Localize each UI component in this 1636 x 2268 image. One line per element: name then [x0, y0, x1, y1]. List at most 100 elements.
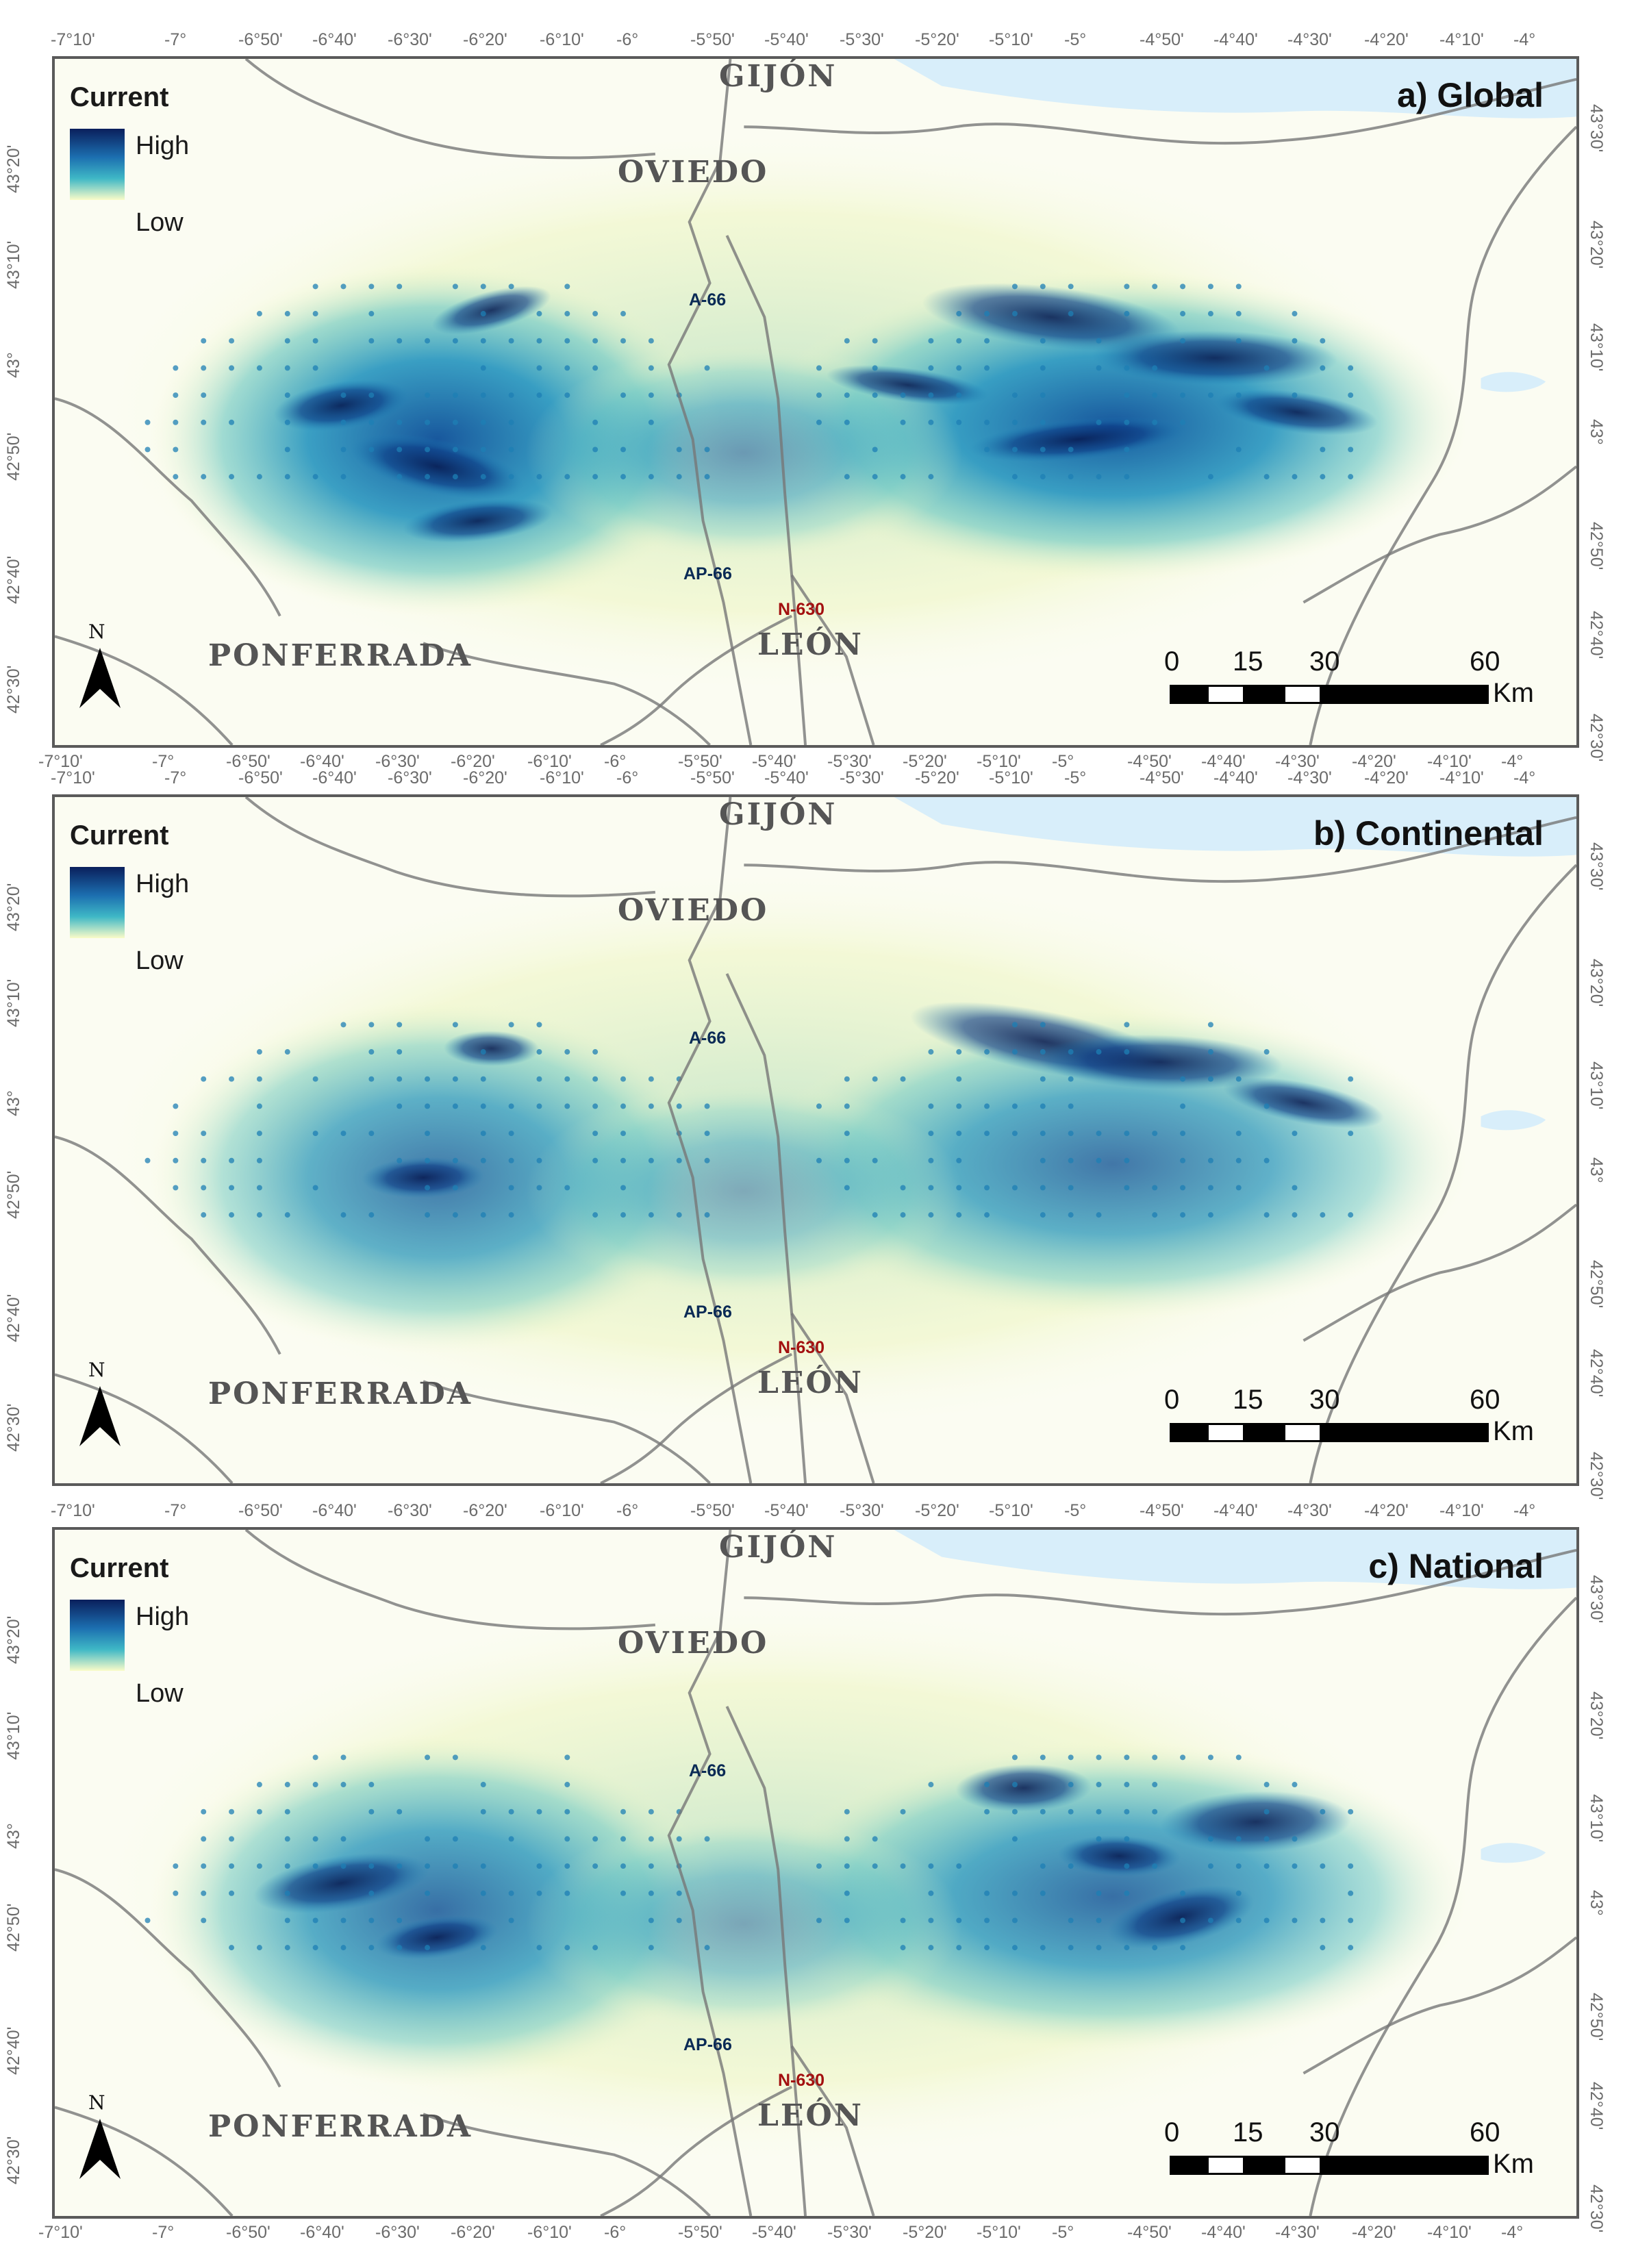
right-axis-label: 42°30'	[1587, 1452, 1606, 1500]
sample-point	[201, 1917, 207, 1924]
road-line	[55, 397, 281, 617]
current-flow-map	[55, 59, 1576, 745]
sample-point	[173, 1103, 179, 1109]
top-axis-label: -7°	[164, 30, 187, 49]
sample-point	[844, 1809, 850, 1815]
sample-point	[340, 1782, 347, 1787]
sample-point	[1152, 1185, 1158, 1191]
north-arrow-icon: N	[78, 620, 122, 713]
sample-point	[1235, 1754, 1242, 1761]
sample-point	[536, 1022, 542, 1028]
sample-point	[1011, 1890, 1018, 1896]
sample-point	[1292, 311, 1298, 316]
sample-point	[480, 446, 486, 453]
road-label-n630: N-630	[778, 1338, 825, 1357]
top-axis-label: -4°50'	[1140, 768, 1184, 788]
sample-point	[620, 392, 626, 399]
bottom-axis-label: -6°50'	[226, 2223, 270, 2242]
north-arrow-glyph	[79, 2119, 121, 2179]
sample-point	[536, 1103, 542, 1109]
sample-point	[425, 446, 431, 453]
sample-point	[592, 1076, 599, 1082]
scale-bar: 0 15 30 60 Km	[1164, 646, 1548, 722]
top-axis-label: -4°	[1513, 30, 1536, 49]
sample-point	[1152, 392, 1158, 399]
bottom-axis-label: -6°10'	[527, 2223, 572, 2242]
sample-point	[1096, 1049, 1102, 1055]
sample-point	[620, 311, 626, 316]
city-label-ponferrada: PONFERRADA	[208, 1376, 473, 1411]
sample-point	[1207, 1836, 1213, 1842]
sample-point	[480, 284, 486, 290]
panel-title: b) Continental	[1313, 814, 1544, 853]
scale-unit: Km	[1493, 2149, 1534, 2179]
sample-point	[1207, 1157, 1213, 1163]
sample-point	[1040, 1863, 1046, 1869]
sample-point	[1068, 446, 1074, 453]
map-panel: Current High Low b) Continental GIJÓN OVIEDO P…	[52, 794, 1579, 1486]
right-axis-label: 42°40'	[1587, 2082, 1606, 2130]
sample-point	[844, 419, 850, 425]
sample-point	[564, 1809, 570, 1815]
sample-point	[1068, 1131, 1074, 1137]
sample-point	[1096, 1836, 1102, 1842]
sample-point	[1124, 1185, 1130, 1191]
sample-point	[229, 419, 235, 425]
top-axis-label: -7°10'	[51, 1501, 95, 1520]
sample-point	[508, 284, 514, 290]
city-label-leon: LEÓN	[757, 2098, 864, 2133]
right-axis-label: 43°10'	[1587, 1794, 1606, 1843]
sample-point	[425, 1157, 431, 1163]
sample-point	[1040, 1103, 1046, 1109]
top-axis-label: -5°40'	[764, 768, 809, 788]
sample-point	[1263, 1103, 1270, 1109]
sample-point	[1040, 1049, 1046, 1055]
sample-point	[928, 1103, 934, 1109]
sample-point	[480, 1212, 486, 1218]
sample-point	[340, 446, 347, 453]
sample-point	[620, 1863, 626, 1869]
legend-title: Current	[70, 82, 169, 112]
sample-point	[1235, 338, 1242, 344]
road-label-ap66: AP-66	[683, 1302, 732, 1322]
sample-point	[173, 1863, 179, 1869]
sample-point	[397, 474, 403, 480]
legend-high-label: High	[136, 131, 190, 160]
sample-point	[256, 1157, 262, 1163]
sample-point	[144, 1157, 151, 1163]
high-current-zone	[1215, 389, 1379, 436]
high-current-zone	[403, 499, 553, 543]
sample-point	[900, 1076, 906, 1082]
right-axis-label: 43°20'	[1587, 220, 1606, 269]
road-line	[55, 1868, 281, 2088]
sample-point	[229, 1809, 235, 1815]
right-axis-label: 43°	[1587, 1157, 1606, 1183]
sample-point	[284, 311, 290, 316]
sample-point	[1096, 1890, 1102, 1896]
top-axis-label: -4°40'	[1213, 768, 1258, 788]
sample-point	[1348, 1945, 1354, 1951]
sample-point	[956, 311, 962, 316]
sample-point	[1011, 1782, 1018, 1787]
sample-point	[704, 474, 710, 480]
sample-point	[256, 1049, 262, 1055]
sample-point	[256, 1945, 262, 1951]
bottom-axis-label: -7°	[152, 752, 175, 771]
north-arrow-glyph	[79, 1386, 121, 1446]
sample-point	[1180, 1103, 1186, 1109]
sample-point	[201, 338, 207, 344]
sample-point	[173, 1185, 179, 1191]
sample-point	[872, 1836, 878, 1842]
sample-point	[368, 1917, 375, 1924]
sample-point	[1207, 1185, 1213, 1191]
top-axis-label: -6°20'	[463, 1501, 507, 1520]
high-current-zone	[253, 1852, 429, 1914]
sample-point	[1180, 419, 1186, 425]
sample-point	[844, 1131, 850, 1137]
sample-point	[1124, 1049, 1130, 1055]
sample-point	[1068, 474, 1074, 480]
sample-point	[592, 1103, 599, 1109]
sample-point	[1320, 1917, 1326, 1924]
sample-point	[1124, 1836, 1130, 1842]
sample-point	[284, 392, 290, 399]
